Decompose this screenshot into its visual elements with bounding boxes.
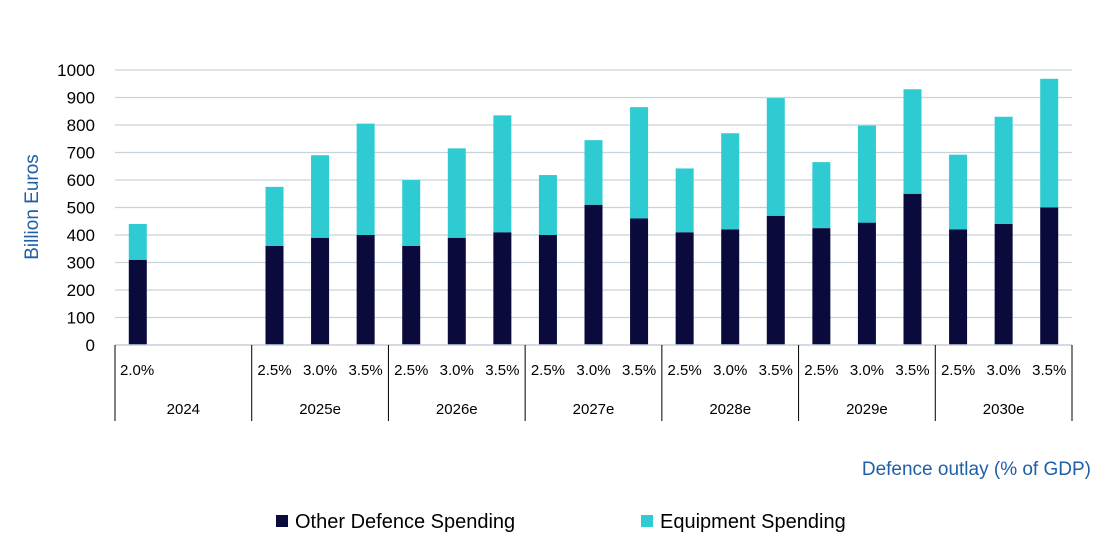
y-tick-label: 0 [86,336,95,355]
x-year-label: 2027e [573,401,615,418]
x-scenario-label: 3.5% [622,362,656,379]
bar-equipment-spending [265,186,284,246]
y-tick-label: 400 [67,226,95,245]
legend-swatch [641,515,653,527]
bar-other-defence-spending [265,246,284,345]
x-scenario-label: 2.5% [941,362,975,379]
bar-other-defence-spending [812,228,831,345]
x-scenario-label: 3.0% [987,362,1021,379]
x-year-label: 2024 [167,401,200,418]
y-tick-label: 700 [67,144,95,163]
bar-equipment-spending [994,116,1013,224]
bar-other-defence-spending [402,246,421,345]
y-axis-title: Billion Euros [22,154,43,260]
x-year-label: 2029e [846,401,888,418]
legend-swatch [276,515,288,527]
bar-equipment-spending [538,175,557,235]
x-scenario-label: 2.0% [120,362,154,379]
y-tick-label: 300 [67,254,95,273]
x-scenario-label: 3.0% [713,362,747,379]
y-axis-tick-labels: 0 100 200 300 400 500 600 700 800 900 1000 [57,61,95,355]
bar-equipment-spending [356,123,375,235]
bar-other-defence-spending [356,235,375,345]
bar-equipment-spending [675,168,694,233]
bar-other-defence-spending [311,237,330,345]
legend: Other Defence Spending Equipment Spending [276,511,846,533]
bar-other-defence-spending [994,224,1013,345]
bar-equipment-spending [903,89,922,194]
bar-equipment-spending [721,133,740,230]
y-tick-label: 800 [67,116,95,135]
bar-other-defence-spending [128,259,147,345]
y-tick-label: 1000 [57,61,95,80]
bar-other-defence-spending [447,237,466,345]
x-year-label: 2030e [983,401,1025,418]
bar-other-defence-spending [584,204,603,345]
x-year-label: 2028e [709,401,751,418]
bars [128,78,1059,345]
y-tick-label: 900 [67,89,95,108]
bar-equipment-spending [857,125,876,223]
x-scenario-label: 2.5% [668,362,702,379]
y-tick-label: 500 [67,199,95,218]
bar-equipment-spending [128,224,147,260]
x-scenario-label: 3.0% [850,362,884,379]
bar-other-defence-spending [675,232,694,345]
legend-label: Other Defence Spending [295,511,515,533]
bar-equipment-spending [949,154,968,230]
bar-other-defence-spending [538,235,557,345]
x-scenario-label: 3.5% [895,362,929,379]
bar-equipment-spending [584,140,603,205]
bar-equipment-spending [1040,78,1059,208]
bar-other-defence-spending [903,193,922,345]
x-year-label: 2026e [436,401,478,418]
bar-other-defence-spending [766,215,785,345]
x-scenario-label: 3.5% [1032,362,1066,379]
bar-equipment-spending [812,162,831,229]
y-tick-label: 200 [67,281,95,300]
x-scenario-label: 3.5% [349,362,383,379]
x-scenario-label: 3.5% [759,362,793,379]
bar-other-defence-spending [949,229,968,345]
x-scenario-label: 3.5% [485,362,519,379]
x-scenario-label: 2.5% [804,362,838,379]
bar-equipment-spending [630,107,649,219]
bar-other-defence-spending [1040,207,1059,345]
bar-other-defence-spending [493,232,512,345]
bar-other-defence-spending [721,229,740,345]
y-tick-label: 600 [67,171,95,190]
y-tick-label: 100 [67,309,95,328]
bar-equipment-spending [447,148,466,238]
bar-other-defence-spending [857,222,876,345]
x-scenario-label: 2.5% [257,362,291,379]
x-scenario-label: 3.0% [303,362,337,379]
bar-equipment-spending [311,155,330,238]
legend-label: Equipment Spending [660,511,846,533]
x-scenario-label: 2.5% [394,362,428,379]
x-axis-title: Defence outlay (% of GDP) [862,459,1091,480]
bar-equipment-spending [766,98,785,216]
x-scenario-label: 2.5% [531,362,565,379]
bar-equipment-spending [402,180,421,246]
x-scenario-label: 3.0% [576,362,610,379]
x-axis: 2.0% 2024 2.5% 3.0% 3.5% 2025e 2.5% 3.0% 3.5% 202… [114,344,1073,421]
bar-other-defence-spending [630,218,649,345]
x-year-label: 2025e [299,401,341,418]
x-scenario-label: 3.0% [440,362,474,379]
bar-equipment-spending [493,115,512,233]
